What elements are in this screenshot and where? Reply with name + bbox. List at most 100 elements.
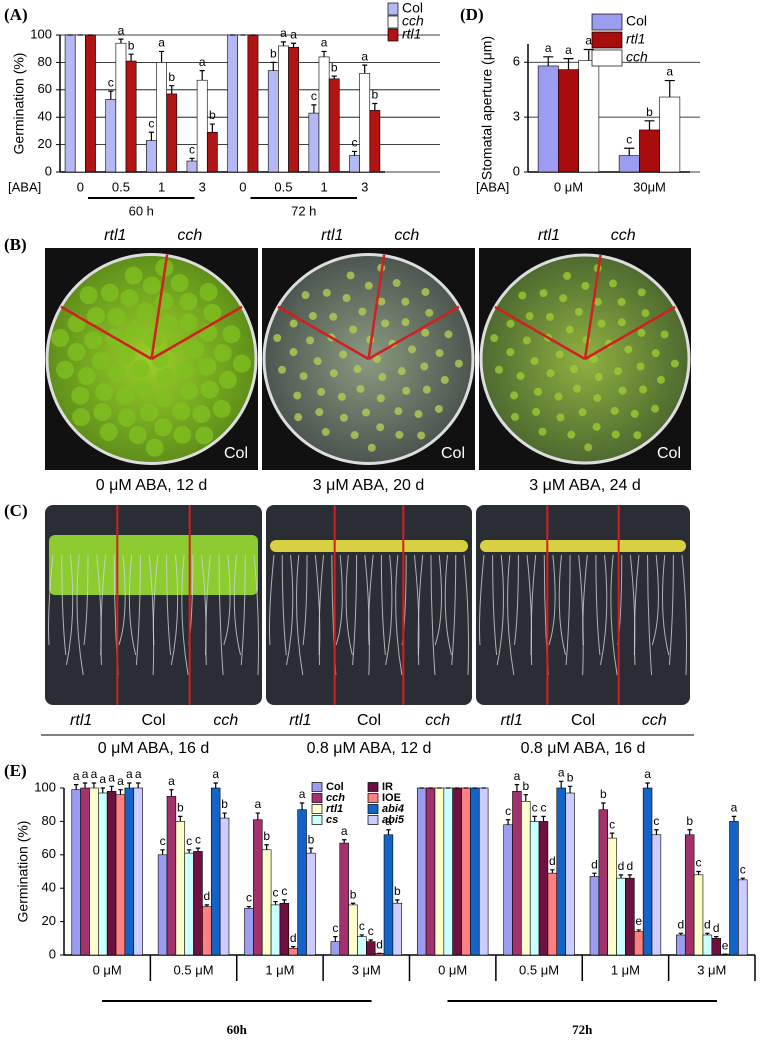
significance-letter: c <box>246 891 252 905</box>
seedlings <box>301 291 310 300</box>
error-bar <box>222 812 227 819</box>
seedlings <box>434 404 443 413</box>
root <box>368 554 374 646</box>
error-bar <box>687 829 692 835</box>
x-axis-label: [ABA] <box>8 179 41 194</box>
significance-letter: b <box>350 887 357 901</box>
significance-letter: a <box>91 767 98 781</box>
bar <box>348 904 358 956</box>
genotype-label: cch <box>177 227 202 244</box>
seedlings <box>154 389 173 408</box>
significance-letter: d <box>591 857 598 871</box>
bar <box>503 824 513 956</box>
root <box>302 554 308 646</box>
seedlings <box>532 407 541 416</box>
seedlings <box>651 404 660 413</box>
bar <box>166 796 177 956</box>
seedlings <box>115 387 134 406</box>
significance-letter: b <box>209 108 216 122</box>
bar <box>270 904 281 956</box>
error-bar <box>541 815 546 822</box>
seedlings <box>567 430 576 439</box>
seedlings <box>308 311 317 320</box>
photo-caption: 0 μM ABA, 12 d <box>96 477 208 494</box>
seedlings <box>353 365 362 374</box>
significance-letter: b <box>168 70 175 84</box>
legend-label: cch <box>326 792 345 804</box>
x-tick-label: 0 μM <box>554 179 583 194</box>
seedlings <box>218 370 237 389</box>
bar <box>416 787 427 956</box>
genotype-label: rtl1 <box>70 712 92 729</box>
root <box>281 554 287 656</box>
significance-letter: a <box>731 801 738 815</box>
significance-letter: a <box>158 36 165 50</box>
genotype-label: cch <box>611 227 636 244</box>
error-bar <box>705 932 710 935</box>
bar <box>565 792 575 956</box>
root <box>253 554 259 676</box>
error-bar <box>351 150 358 156</box>
seedlings <box>641 309 650 318</box>
root <box>318 554 325 666</box>
significance-letter: c <box>273 886 279 900</box>
legend-label: cs <box>326 814 338 826</box>
seedlings <box>293 391 302 400</box>
bar <box>106 791 117 956</box>
x-tick-label: 0.5 <box>112 179 130 194</box>
error-bar <box>255 812 261 820</box>
seedlings <box>381 319 390 328</box>
significance-letter: c <box>332 921 338 935</box>
legend-swatch <box>367 782 379 792</box>
significance-letter: d <box>713 921 720 935</box>
significance-letter: a <box>199 55 206 69</box>
seedlings <box>203 303 222 322</box>
seedlings <box>349 325 358 334</box>
legend-swatch <box>367 793 379 803</box>
seedlings <box>506 348 515 357</box>
error-bar <box>213 782 218 788</box>
error-bar <box>135 782 141 788</box>
seedlings <box>317 387 326 396</box>
genotype-label: Col <box>441 445 465 462</box>
legend-label: IR <box>382 781 393 793</box>
genotype-label: rtl1 <box>501 712 523 729</box>
error-bar <box>209 123 215 133</box>
bar <box>359 73 371 173</box>
seedlings <box>530 357 539 366</box>
bar <box>175 821 186 956</box>
seedlings <box>321 427 330 436</box>
root <box>205 554 211 666</box>
y-axis-label: Germination (%) <box>15 821 31 923</box>
legend-swatch <box>591 31 623 49</box>
genotype-label: cch <box>642 712 667 729</box>
bar <box>227 34 239 173</box>
bar <box>193 851 203 956</box>
seedlings <box>538 427 547 436</box>
root <box>651 554 659 646</box>
x-axis-label: [ABA] <box>476 179 509 194</box>
bar <box>115 794 126 956</box>
error-bar <box>543 56 554 66</box>
legend-label: Col <box>326 781 344 793</box>
y-tick-label: 100 <box>30 26 52 41</box>
seedlings <box>518 291 527 300</box>
significance-letter: c <box>696 856 702 870</box>
y-tick-label: 40 <box>38 109 52 124</box>
seedlings <box>358 307 367 316</box>
significance-letter: b <box>600 787 607 801</box>
seedlings <box>592 422 601 431</box>
seedlings <box>350 431 359 440</box>
x-tick-label: 3 μM <box>352 962 381 977</box>
seedlings <box>86 306 105 325</box>
divider <box>60 305 153 361</box>
error-bar <box>618 874 624 879</box>
seedlings <box>565 325 574 334</box>
bar <box>80 787 90 956</box>
genotype-label: Col <box>657 445 681 462</box>
genotype-label: cch <box>213 712 238 729</box>
seedlings <box>614 367 623 376</box>
seedlings <box>559 294 568 303</box>
error-bar <box>204 904 210 907</box>
seedlings <box>339 413 348 422</box>
